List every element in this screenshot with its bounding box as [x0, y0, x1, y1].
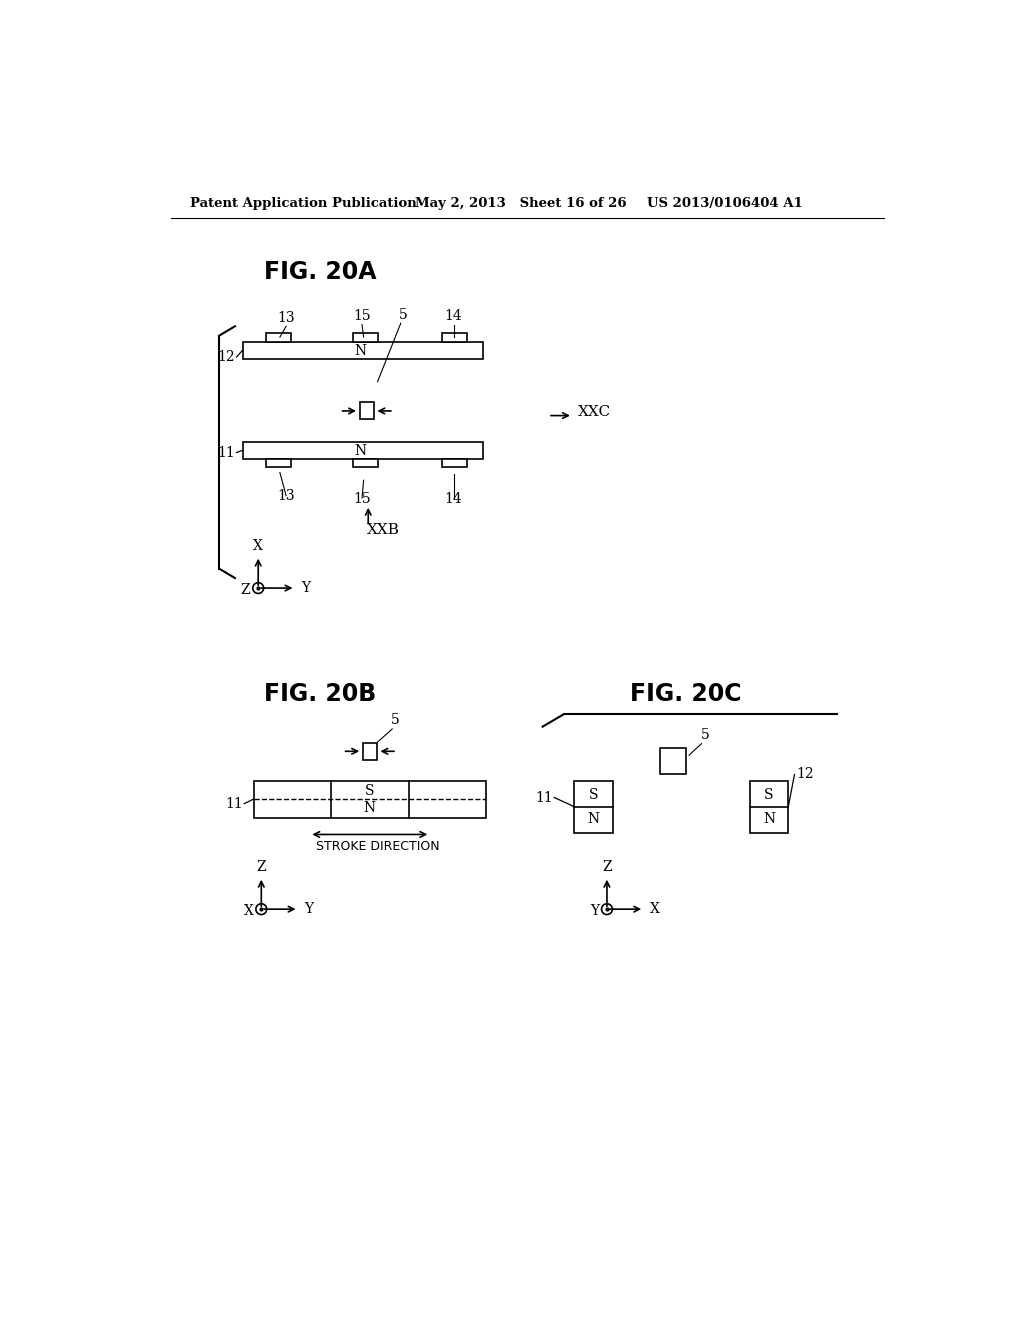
Text: 15: 15 [353, 309, 371, 323]
Text: 15: 15 [353, 491, 371, 506]
Text: N: N [763, 812, 775, 826]
Bar [243, 342, 483, 359]
Text: 11: 11 [217, 446, 234, 459]
Text: 14: 14 [444, 309, 463, 323]
Bar [266, 333, 291, 342]
Text: 12: 12 [217, 350, 234, 364]
Bar [359, 403, 374, 420]
Text: Z: Z [256, 859, 266, 874]
Bar [574, 780, 613, 833]
Text: XXC: XXC [578, 405, 610, 418]
Bar [243, 442, 483, 459]
Text: Z: Z [602, 859, 611, 874]
Bar [362, 743, 377, 760]
Text: 13: 13 [278, 310, 295, 325]
Bar [266, 459, 291, 467]
Text: 5: 5 [391, 713, 399, 727]
Text: May 2, 2013   Sheet 16 of 26: May 2, 2013 Sheet 16 of 26 [415, 197, 627, 210]
Text: 12: 12 [796, 767, 814, 781]
Text: N: N [588, 812, 600, 826]
Text: 5: 5 [701, 729, 710, 742]
Bar [659, 748, 686, 775]
Text: X: X [650, 902, 660, 916]
Text: Y: Y [302, 581, 310, 595]
Bar [352, 333, 378, 342]
Text: N: N [354, 345, 367, 358]
Bar [442, 333, 467, 342]
Text: Patent Application Publication: Patent Application Publication [190, 197, 417, 210]
Text: S: S [764, 788, 774, 801]
Text: S: S [589, 788, 598, 801]
Text: 13: 13 [278, 490, 295, 503]
Text: Z: Z [241, 583, 251, 598]
Text: 5: 5 [398, 308, 408, 322]
Bar [442, 459, 467, 467]
Text: 14: 14 [444, 491, 463, 506]
Text: X: X [253, 539, 263, 553]
Text: Y: Y [305, 902, 313, 916]
Text: N: N [364, 800, 376, 814]
Text: FIG. 20B: FIG. 20B [263, 681, 376, 706]
Text: 11: 11 [225, 797, 243, 810]
Bar [254, 780, 486, 817]
Bar [750, 780, 788, 833]
Text: STROKE DIRECTION: STROKE DIRECTION [315, 840, 439, 853]
Text: X: X [244, 904, 254, 919]
Bar [352, 459, 378, 467]
Text: US 2013/0106404 A1: US 2013/0106404 A1 [647, 197, 803, 210]
Text: S: S [365, 784, 375, 797]
Text: XXB: XXB [368, 523, 400, 537]
Text: N: N [354, 444, 367, 458]
Text: Y: Y [590, 904, 599, 919]
Text: FIG. 20A: FIG. 20A [263, 260, 376, 284]
Text: FIG. 20C: FIG. 20C [630, 681, 741, 706]
Text: 11: 11 [535, 791, 553, 804]
